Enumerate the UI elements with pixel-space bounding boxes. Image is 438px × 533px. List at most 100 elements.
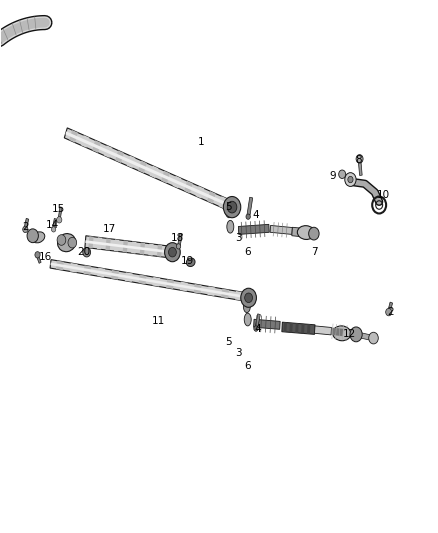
Polygon shape xyxy=(196,186,204,198)
Ellipse shape xyxy=(226,205,233,217)
Text: 5: 5 xyxy=(225,337,232,347)
Ellipse shape xyxy=(32,232,45,243)
Polygon shape xyxy=(314,326,332,335)
Text: 19: 19 xyxy=(181,256,194,266)
Text: 14: 14 xyxy=(46,220,60,230)
Polygon shape xyxy=(255,314,260,328)
Text: 15: 15 xyxy=(51,204,64,214)
Polygon shape xyxy=(53,219,57,229)
Circle shape xyxy=(309,227,319,240)
Text: 2: 2 xyxy=(388,306,394,317)
Polygon shape xyxy=(221,289,229,298)
Polygon shape xyxy=(161,171,170,183)
Circle shape xyxy=(165,243,180,262)
Polygon shape xyxy=(65,132,230,207)
Polygon shape xyxy=(208,286,215,296)
Polygon shape xyxy=(184,181,193,193)
Circle shape xyxy=(386,309,392,316)
Polygon shape xyxy=(85,236,172,258)
Circle shape xyxy=(246,214,251,219)
Circle shape xyxy=(356,155,363,163)
Polygon shape xyxy=(238,224,269,235)
Polygon shape xyxy=(50,260,248,302)
Polygon shape xyxy=(270,225,292,235)
Polygon shape xyxy=(58,207,62,219)
Polygon shape xyxy=(157,245,162,257)
Circle shape xyxy=(223,197,241,217)
Circle shape xyxy=(27,229,39,243)
Polygon shape xyxy=(106,238,111,251)
Circle shape xyxy=(83,247,91,257)
Polygon shape xyxy=(115,150,124,163)
Polygon shape xyxy=(88,236,94,248)
Text: 4: 4 xyxy=(255,324,261,334)
Polygon shape xyxy=(282,322,315,334)
Polygon shape xyxy=(104,146,113,158)
Polygon shape xyxy=(84,265,92,275)
Circle shape xyxy=(348,176,353,183)
Polygon shape xyxy=(131,241,137,254)
Polygon shape xyxy=(180,282,188,291)
Text: 3: 3 xyxy=(235,233,242,244)
Circle shape xyxy=(57,235,66,245)
Polygon shape xyxy=(64,128,231,211)
Polygon shape xyxy=(219,196,227,209)
Text: 16: 16 xyxy=(39,252,53,262)
Polygon shape xyxy=(178,233,182,246)
Text: 17: 17 xyxy=(102,224,116,235)
Circle shape xyxy=(169,247,177,257)
Text: 4: 4 xyxy=(253,209,259,220)
Polygon shape xyxy=(290,323,293,333)
Polygon shape xyxy=(148,244,154,256)
Ellipse shape xyxy=(57,233,76,252)
Polygon shape xyxy=(173,176,181,188)
Polygon shape xyxy=(111,270,119,280)
Polygon shape xyxy=(358,160,362,175)
Polygon shape xyxy=(307,324,311,334)
Text: 10: 10 xyxy=(377,190,390,200)
Polygon shape xyxy=(138,160,147,173)
Text: 5: 5 xyxy=(225,201,232,212)
Ellipse shape xyxy=(332,326,351,341)
Polygon shape xyxy=(235,291,243,301)
Text: 7: 7 xyxy=(311,247,318,257)
Polygon shape xyxy=(70,263,78,272)
Polygon shape xyxy=(247,197,253,215)
Text: 6: 6 xyxy=(244,247,251,257)
Text: 12: 12 xyxy=(343,329,356,340)
Ellipse shape xyxy=(244,300,251,313)
Polygon shape xyxy=(24,219,29,229)
Polygon shape xyxy=(97,237,102,249)
Circle shape xyxy=(245,293,253,303)
Polygon shape xyxy=(295,324,299,333)
Polygon shape xyxy=(56,261,64,270)
Circle shape xyxy=(23,226,28,232)
Ellipse shape xyxy=(297,225,315,239)
Text: 11: 11 xyxy=(152,316,165,326)
Polygon shape xyxy=(97,268,105,277)
Ellipse shape xyxy=(227,220,234,233)
Polygon shape xyxy=(283,322,287,332)
Polygon shape xyxy=(85,240,171,254)
Polygon shape xyxy=(69,130,78,143)
Polygon shape xyxy=(36,255,41,263)
Polygon shape xyxy=(301,324,304,334)
Text: 6: 6 xyxy=(244,361,251,371)
Polygon shape xyxy=(152,277,160,287)
Text: 2: 2 xyxy=(22,222,28,232)
Circle shape xyxy=(350,327,362,342)
Circle shape xyxy=(241,288,256,308)
Polygon shape xyxy=(292,227,303,237)
Polygon shape xyxy=(92,140,101,153)
Circle shape xyxy=(68,237,77,248)
Polygon shape xyxy=(207,191,216,204)
Polygon shape xyxy=(254,319,280,329)
Polygon shape xyxy=(166,246,171,258)
Circle shape xyxy=(35,252,40,258)
Polygon shape xyxy=(150,166,159,178)
Circle shape xyxy=(177,244,181,249)
Text: 9: 9 xyxy=(330,172,336,181)
Text: 8: 8 xyxy=(355,156,362,165)
Polygon shape xyxy=(127,156,135,168)
Text: 3: 3 xyxy=(235,348,242,358)
